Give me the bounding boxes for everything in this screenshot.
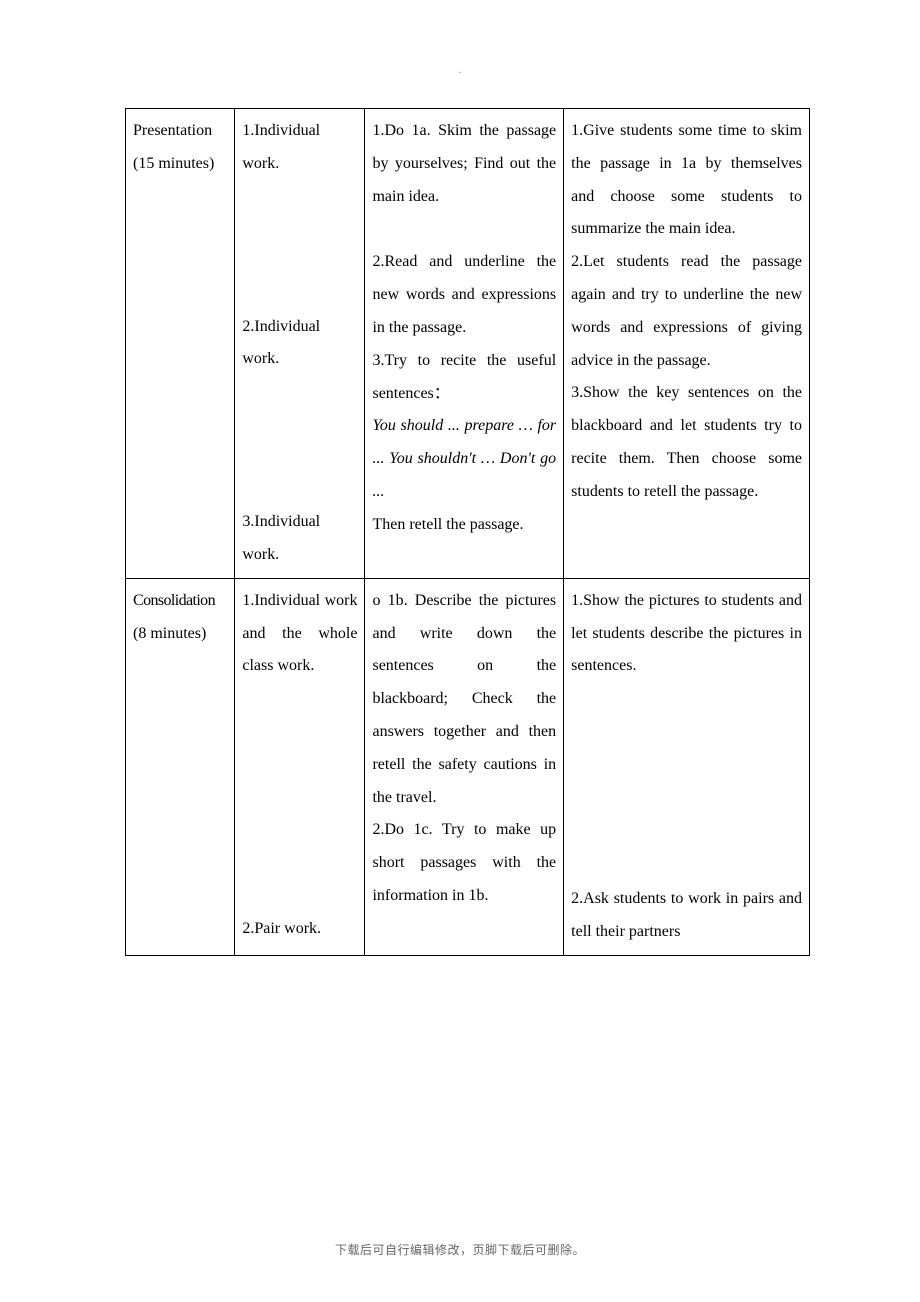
teacher-activity-item: 2.Ask students to work in pairs and tell… bbox=[571, 883, 802, 949]
student-activity-item: 3.Try to recite the useful sentences： bbox=[372, 345, 556, 411]
interaction-item: 1.Individual work and the whole class wo… bbox=[242, 585, 357, 683]
cell-student-activity: 1.Do 1a. Skim the passage by yourselves;… bbox=[365, 109, 564, 579]
teacher-activity-item: 2.Let students read the passage again an… bbox=[571, 246, 802, 377]
interaction-item: 3.Individual work. bbox=[242, 506, 357, 572]
page-footer: 下载后可自行编辑修改，页脚下载后可删除。 bbox=[335, 1241, 585, 1258]
table-row: Presentation (15 minutes) 1.Individual w… bbox=[126, 109, 810, 579]
lesson-plan-table: Presentation (15 minutes) 1.Individual w… bbox=[125, 108, 810, 956]
cell-stage: Presentation (15 minutes) bbox=[126, 109, 235, 579]
teacher-activity-item: 3.Show the key sentences on the blackboa… bbox=[571, 377, 802, 508]
stage-time: (8 minutes) bbox=[133, 618, 227, 651]
cell-stage: Consolidation (8 minutes) bbox=[126, 578, 235, 955]
student-activity-item: 2.Do 1c. Try to make up short passages w… bbox=[372, 814, 556, 912]
interaction-item: 1.Individual work. bbox=[242, 115, 357, 181]
cell-interaction: 1.Individual work. 2.Individual work. 3.… bbox=[235, 109, 365, 579]
page-top-marker: . bbox=[459, 64, 462, 76]
student-activity-item: 2.Read and underline the new words and e… bbox=[372, 246, 556, 344]
cell-student-activity: o 1b. Describe the pictures and write do… bbox=[365, 578, 564, 955]
student-activity-item: Then retell the passage. bbox=[372, 509, 556, 542]
student-activity-item: 1.Do 1a. Skim the passage by yourselves;… bbox=[372, 115, 556, 213]
interaction-item: 2.Individual work. bbox=[242, 311, 357, 377]
cell-interaction: 1.Individual work and the whole class wo… bbox=[235, 578, 365, 955]
student-activity-example: You should ... prepare … for ... You sho… bbox=[372, 410, 556, 508]
teacher-activity-item: 1.Give students some time to skim the pa… bbox=[571, 115, 802, 246]
teacher-activity-item: 1.Show the pictures to students and let … bbox=[571, 585, 802, 683]
student-activity-item: o 1b. Describe the pictures and write do… bbox=[372, 585, 556, 815]
stage-name: Presentation bbox=[133, 115, 227, 148]
cell-teacher-activity: 1.Give students some time to skim the pa… bbox=[564, 109, 810, 579]
interaction-item: 2.Pair work. bbox=[242, 913, 357, 946]
cell-teacher-activity: 1.Show the pictures to students and let … bbox=[564, 578, 810, 955]
stage-time: (15 minutes) bbox=[133, 148, 227, 181]
stage-name: Consolidation bbox=[133, 585, 227, 618]
table-row: Consolidation (8 minutes) 1.Individual w… bbox=[126, 578, 810, 955]
document-page: . Presentation (15 minutes) 1.Individual… bbox=[0, 0, 920, 1302]
